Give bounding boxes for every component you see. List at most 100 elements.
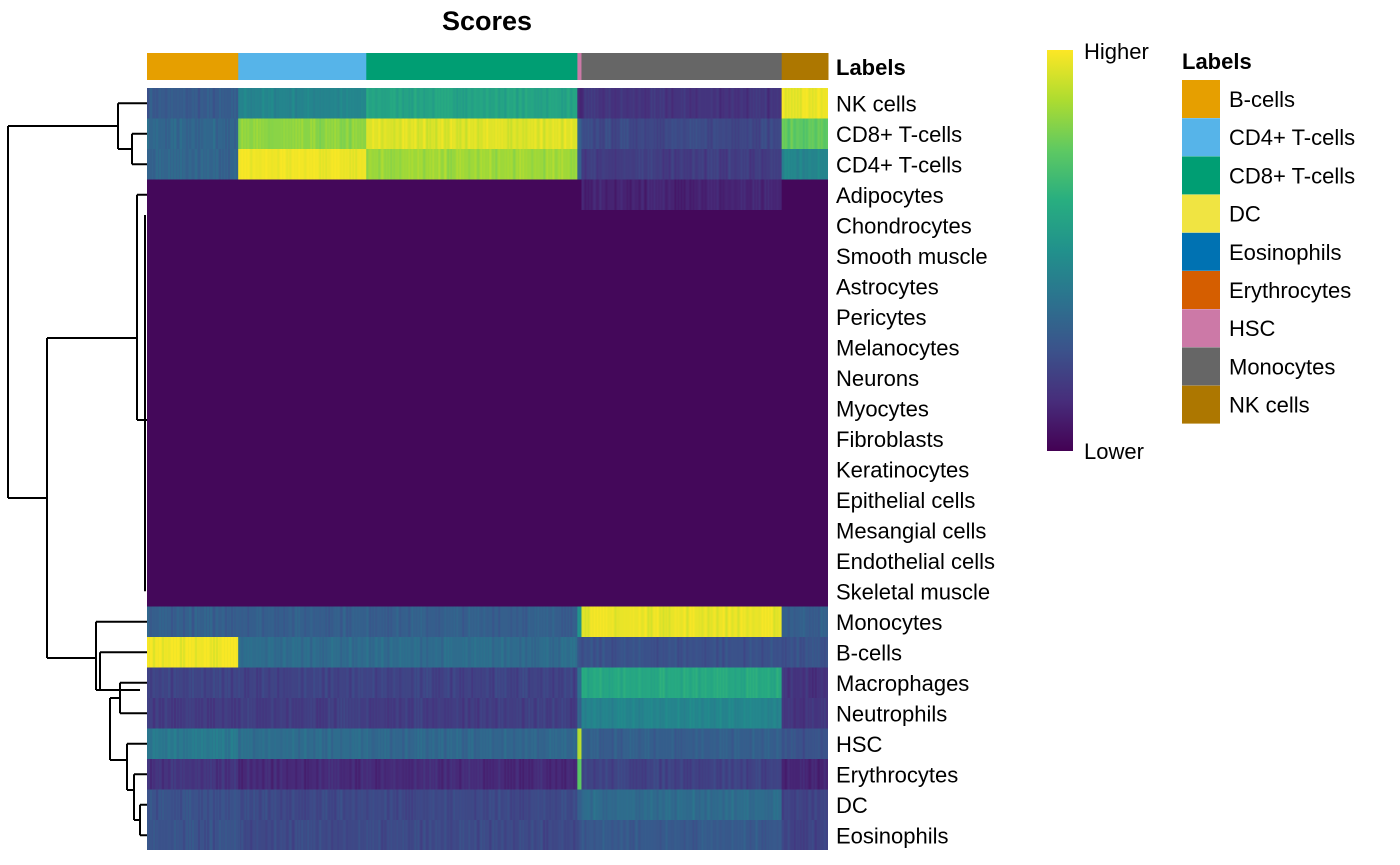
heatmap-stripe	[171, 698, 173, 729]
heatmap-stripe	[477, 820, 480, 850]
heatmap-stripe	[271, 698, 274, 729]
heatmap-stripe	[390, 698, 393, 729]
heatmap-stripe	[577, 637, 580, 668]
heatmap-stripe	[567, 728, 570, 760]
heatmap-stripe	[644, 698, 647, 729]
heatmap-stripe	[501, 149, 504, 180]
heatmap-stripe	[740, 698, 743, 729]
heatmap-stripe	[286, 149, 289, 180]
heatmap-stripe	[408, 789, 411, 821]
heatmap-stripe	[225, 789, 227, 821]
heatmap-stripe	[325, 820, 328, 850]
heatmap-stripe	[596, 820, 599, 850]
heatmap-stripe	[256, 728, 259, 760]
heatmap-stripe	[734, 606, 737, 638]
heatmap-row	[147, 210, 828, 241]
heatmap-stripe	[737, 728, 740, 760]
heatmap-stripe	[605, 149, 608, 180]
heatmap-stripe	[692, 728, 695, 760]
heatmap-stripe	[384, 820, 387, 850]
heatmap-stripe	[340, 88, 343, 119]
heatmap-stripe	[716, 149, 719, 180]
heatmap-cell	[577, 637, 582, 668]
heatmap-stripe	[793, 728, 796, 760]
heatmap-row	[147, 484, 828, 516]
heatmap-cell	[577, 515, 582, 546]
heatmap-stripe	[820, 149, 823, 180]
heatmap-stripe	[462, 637, 465, 668]
heatmap-stripe	[808, 118, 811, 150]
heatmap-stripe	[471, 88, 474, 119]
heatmap-stripe	[573, 606, 576, 638]
heatmap-stripe	[656, 118, 659, 150]
heatmap-stripe	[192, 637, 194, 668]
heatmap-stripe	[361, 698, 364, 729]
heatmap-stripe	[162, 88, 164, 119]
heatmap-stripe	[623, 118, 626, 150]
heatmap-stripe	[417, 637, 420, 668]
heatmap-stripe	[396, 667, 399, 699]
heatmap-stripe	[495, 88, 498, 119]
heatmap-stripe	[713, 667, 716, 699]
heatmap-stripe	[653, 637, 656, 668]
heatmap-stripe	[292, 728, 295, 760]
heatmap-stripe	[519, 759, 522, 790]
heatmap-stripe	[253, 820, 256, 850]
heatmap-cell	[577, 332, 582, 363]
heatmap-stripe	[441, 698, 444, 729]
heatmap-stripe	[268, 88, 271, 119]
heatmap-stripe	[626, 179, 629, 211]
heatmap-stripe	[307, 698, 310, 729]
heatmap-stripe	[776, 179, 779, 211]
heatmap-stripe	[805, 667, 808, 699]
heatmap-stripe	[605, 789, 608, 821]
heatmap-stripe	[719, 667, 722, 699]
heatmap-stripe	[337, 759, 340, 790]
heatmap-stripe	[510, 759, 513, 790]
heatmap-stripe	[447, 728, 450, 760]
heatmap-stripe	[581, 728, 584, 760]
heatmap-stripe	[256, 118, 259, 150]
heatmap-stripe	[180, 118, 182, 150]
heatmap-stripe	[174, 820, 176, 850]
heatmap-stripe	[650, 789, 653, 821]
heatmap-stripe	[328, 118, 331, 150]
heatmap-stripe	[192, 820, 194, 850]
heatmap-stripe	[426, 728, 429, 760]
heatmap-stripe	[426, 789, 429, 821]
heatmap-stripe	[168, 759, 170, 790]
heatmap-stripe	[462, 667, 465, 699]
heatmap-stripe	[599, 728, 602, 760]
heatmap-stripe	[280, 606, 283, 638]
heatmap-stripe	[728, 667, 731, 699]
heatmap-stripe	[234, 118, 236, 150]
heatmap-stripe	[268, 606, 271, 638]
heatmap-stripe	[540, 820, 543, 850]
heatmap-stripe	[471, 667, 474, 699]
heatmap-stripe	[408, 820, 411, 850]
heatmap-stripe	[695, 698, 698, 729]
heatmap-stripe	[405, 149, 408, 180]
heatmap-stripe	[222, 637, 224, 668]
heatmap-stripe	[213, 728, 215, 760]
heatmap-stripe	[156, 118, 158, 150]
heatmap-stripe	[522, 118, 525, 150]
heatmap-stripe	[162, 789, 164, 821]
heatmap-stripe	[746, 118, 749, 150]
heatmap-stripe	[361, 637, 364, 668]
heatmap-stripe	[743, 637, 746, 668]
heatmap-stripe	[770, 118, 773, 150]
heatmap-stripe	[584, 118, 587, 150]
heatmap-stripe	[250, 789, 253, 821]
heatmap-stripe	[168, 698, 170, 729]
heatmap-stripe	[459, 637, 462, 668]
heatmap-stripe	[629, 179, 632, 211]
heatmap-stripe	[671, 759, 674, 790]
heatmap-stripe	[477, 759, 480, 790]
heatmap-stripe	[441, 88, 444, 119]
heatmap-stripe	[366, 149, 369, 180]
heatmap-stripe	[629, 88, 632, 119]
heatmap-stripe	[384, 728, 387, 760]
heatmap-stripe	[174, 606, 176, 638]
heatmap-stripe	[307, 820, 310, 850]
